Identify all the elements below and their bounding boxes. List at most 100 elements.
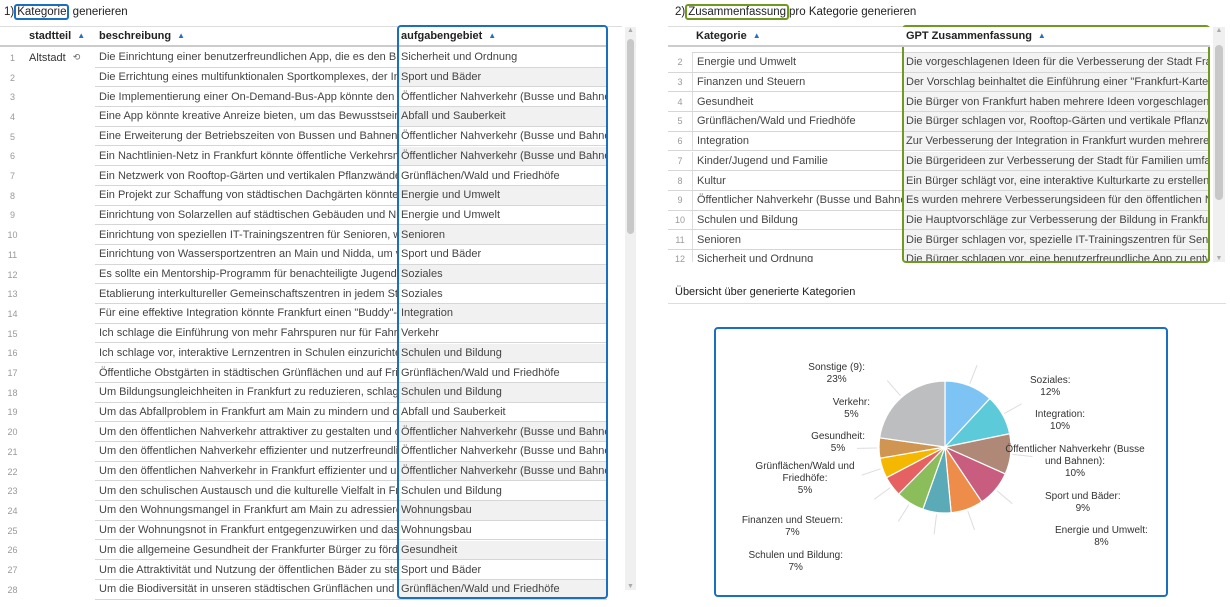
beschreibung-cell[interactable]: Für eine effektive Integration könnte Fr… [95, 304, 397, 324]
beschreibung-cell[interactable]: Um den öffentlichen Nahverkehr in Frankf… [95, 462, 397, 482]
beschreibung-cell[interactable]: Ein Projekt zur Schaffung von städtische… [95, 186, 397, 206]
table-row[interactable]: 4 Eine App könnte kreative Anreize bieten… [0, 107, 622, 127]
table-row[interactable]: 8 Kultur Ein Bürger schlägt vor, eine inte… [668, 171, 1210, 191]
summary-cell[interactable]: Die Bürger schlagen vor, spezielle IT-Tr… [902, 230, 1210, 250]
table-row[interactable]: 3 Finanzen und Steuern Der Vorschlag beinh… [668, 72, 1210, 93]
table-row[interactable]: 19 Um das Abfallproblem in Frankfurt am M… [0, 402, 622, 423]
aufgabengebiet-cell[interactable]: Abfall und Sauberkeit [397, 402, 607, 423]
header-gpt-zusammenfassung[interactable]: GPT Zusammenfassung ▲ [902, 27, 1210, 47]
table-row[interactable]: 14 Für eine effektive Integration könnte … [0, 304, 622, 324]
table-row[interactable]: 20 Um den öffentlichen Nahverkehr attrakt… [0, 422, 622, 442]
kategorie-cell[interactable]: Grünflächen/Wald und Friedhöfe [692, 112, 902, 132]
beschreibung-cell[interactable]: Um den öffentlichen Nahverkehr effizient… [95, 442, 397, 462]
aufgabengebiet-cell[interactable]: Schulen und Bildung [397, 481, 607, 502]
table-row[interactable]: 28 Um die Biodiversität in unseren städti… [0, 579, 622, 600]
aufgabengebiet-cell[interactable]: Öffentlicher Nahverkehr (Busse und Bahne… [397, 461, 607, 482]
beschreibung-cell[interactable]: Ich schlage vor, interaktive Lernzentren… [95, 344, 397, 364]
kategorie-cell[interactable]: Schulen und Bildung [692, 210, 902, 231]
beschreibung-cell[interactable]: Eine App könnte kreative Anreize bieten,… [95, 107, 397, 127]
kategorie-cell[interactable]: Gesundheit [692, 92, 902, 113]
table-row[interactable]: 12 Es sollte ein Mentorship-Programm für … [0, 264, 622, 285]
table-row[interactable]: 21 Um den öffentlichen Nahverkehr effizie… [0, 442, 622, 462]
right-scrollbar[interactable]: ▲ ▼ [1213, 27, 1225, 262]
beschreibung-cell[interactable]: Die Implementierung einer On-Demand-Bus-… [95, 87, 397, 108]
kategorie-cell[interactable]: Energie und Umwelt [692, 53, 902, 73]
scroll-up-icon[interactable]: ▲ [1215, 27, 1223, 34]
table-row[interactable]: 9 Öffentlicher Nahverkehr (Busse und Bahn… [668, 190, 1210, 211]
aufgabengebiet-cell[interactable]: Öffentlicher Nahverkehr (Busse und Bahne… [397, 126, 607, 147]
aufgabengebiet-cell[interactable]: Sport und Bäder [397, 560, 607, 580]
summary-cell[interactable]: Die Bürger schlagen vor, Rooftop-Gärten … [902, 112, 1210, 132]
scroll-thumb[interactable] [1215, 45, 1223, 200]
beschreibung-cell[interactable]: Um den schulischen Austausch und die kul… [95, 481, 397, 502]
table-row[interactable]: 10 Einrichtung von speziellen IT-Training… [0, 225, 622, 245]
table-row[interactable]: 9 Einrichtung von Solarzellen auf städtis… [0, 205, 622, 226]
aufgabengebiet-cell[interactable]: Abfall und Sauberkeit [397, 107, 607, 127]
sort-icon[interactable]: ▲ [1037, 31, 1046, 41]
table-row[interactable]: 11 Einrichtung von Wassersportzentren an … [0, 245, 622, 265]
table-row[interactable]: 18 Um Bildungsungleichheiten in Frankfurt… [0, 382, 622, 403]
aufgabengebiet-cell[interactable]: Schulen und Bildung [397, 343, 607, 364]
kategorie-cell[interactable]: Finanzen und Steuern [692, 72, 902, 93]
table-row[interactable]: 15 Ich schlage die Einführung von mehr Fa… [0, 323, 622, 344]
left-scrollbar[interactable]: ▲ ▼ [625, 27, 636, 590]
history-icon[interactable]: ⟲ [72, 52, 81, 63]
scroll-down-icon[interactable]: ▼ [1215, 255, 1223, 262]
beschreibung-cell[interactable]: Um den Wohnungsmangel in Frankfurt am Ma… [95, 501, 397, 521]
summary-cell[interactable]: Der Vorschlag beinhaltet die Einführung … [902, 72, 1210, 93]
beschreibung-cell[interactable]: Um Bildungsungleichheiten in Frankfurt z… [95, 383, 397, 403]
header-kategorie[interactable]: Kategorie ▲ [692, 27, 902, 47]
kategorie-cell[interactable]: Sicherheit und Ordnung [692, 250, 902, 262]
aufgabengebiet-cell[interactable]: Energie und Umwelt [397, 205, 607, 226]
beschreibung-cell[interactable]: Etablierung interkultureller Gemeinschaf… [95, 284, 397, 305]
beschreibung-cell[interactable]: Einrichtung von Wassersportzentren an Ma… [95, 245, 397, 265]
table-row[interactable]: 2 Energie und Umwelt Die vorgeschlagenen I… [668, 53, 1210, 73]
sort-icon[interactable]: ▲ [488, 31, 497, 41]
table-row[interactable]: 10 Schulen und Bildung Die Hauptvorschläge… [668, 210, 1210, 231]
aufgabengebiet-cell[interactable]: Sicherheit und Ordnung [397, 48, 607, 68]
table-row[interactable]: 13 Etablierung interkultureller Gemeinsch… [0, 284, 622, 305]
table-row[interactable]: 17 Öffentliche Obstgärten in städtischen … [0, 363, 622, 383]
aufgabengebiet-cell[interactable]: Grünflächen/Wald und Friedhöfe [397, 166, 607, 186]
beschreibung-cell[interactable]: Die Einrichtung einer benutzerfreundlich… [95, 48, 397, 68]
header-stadtteil[interactable]: stadtteil ▲ [25, 27, 95, 47]
table-row[interactable]: 12 Sicherheit und Ordnung Die Bürger schla… [668, 250, 1210, 262]
aufgabengebiet-cell[interactable]: Gesundheit [397, 540, 607, 561]
table-row[interactable]: 22 Um den öffentlichen Nahverkehr in Fran… [0, 461, 622, 482]
summary-cell[interactable]: Die Bürger von Frankfurt haben mehrere I… [902, 92, 1210, 113]
kategorie-cell[interactable]: Kultur [692, 171, 902, 191]
aufgabengebiet-cell[interactable]: Öffentlicher Nahverkehr (Busse und Bahne… [397, 87, 607, 108]
header-beschreibung[interactable]: beschreibung ▲ [95, 27, 397, 47]
summary-cell[interactable]: Es wurden mehrere Verbesserungsideen für… [902, 190, 1210, 211]
aufgabengebiet-cell[interactable]: Senioren [397, 225, 607, 245]
aufgabengebiet-cell[interactable]: Sport und Bäder [397, 245, 607, 265]
table-row[interactable]: 4 Gesundheit Die Bürger von Frankfurt habe… [668, 92, 1210, 113]
aufgabengebiet-cell[interactable]: Öffentlicher Nahverkehr (Busse und Bahne… [397, 442, 607, 462]
beschreibung-cell[interactable]: Um der Wohnungsnot in Frankfurt entgegen… [95, 521, 397, 541]
table-row[interactable]: 3 Die Implementierung einer On-Demand-Bus… [0, 87, 622, 108]
beschreibung-cell[interactable]: Um die Attraktivität und Nutzung der öff… [95, 560, 397, 580]
table-row[interactable]: 5 Grünflächen/Wald und Friedhöfe Die Bürge… [668, 112, 1210, 132]
table-row[interactable]: 26 Um die allgemeine Gesundheit der Frank… [0, 540, 622, 561]
beschreibung-cell[interactable]: Um den öffentlichen Nahverkehr attraktiv… [95, 422, 397, 442]
table-row[interactable]: 25 Um der Wohnungsnot in Frankfurt entgeg… [0, 520, 622, 541]
aufgabengebiet-cell[interactable]: Verkehr [397, 323, 607, 344]
beschreibung-cell[interactable]: Die Errichtung eines multifunktionalen S… [95, 68, 397, 88]
beschreibung-cell[interactable]: Ich schlage die Einführung von mehr Fahr… [95, 324, 397, 344]
beschreibung-cell[interactable]: Es sollte ein Mentorship-Programm für be… [95, 265, 397, 285]
summary-cell[interactable]: Die Bürgerideen zur Verbesserung der Sta… [902, 151, 1210, 172]
beschreibung-cell[interactable]: Um die Biodiversität in unseren städtisc… [95, 580, 397, 600]
aufgabengebiet-cell[interactable]: Schulen und Bildung [397, 382, 607, 403]
aufgabengebiet-cell[interactable]: Soziales [397, 284, 607, 305]
sort-icon[interactable]: ▲ [177, 31, 186, 41]
header-aufgabengebiet[interactable]: aufgabengebiet ▲ [397, 27, 607, 47]
beschreibung-cell[interactable]: Einrichtung von speziellen IT-Trainingsz… [95, 225, 397, 245]
aufgabengebiet-cell[interactable]: Öffentlicher Nahverkehr (Busse und Bahne… [397, 422, 607, 442]
kategorie-cell[interactable]: Öffentlicher Nahverkehr (Busse und Bahne… [692, 190, 902, 211]
table-row[interactable]: 7 Ein Netzwerk von Rooftop-Gärten und ver… [0, 166, 622, 186]
table-row[interactable]: 2 Die Errichtung eines multifunktionalen … [0, 67, 622, 88]
scroll-up-icon[interactable]: ▲ [627, 27, 634, 34]
summary-cell[interactable]: Ein Bürger schlägt vor, eine interaktive… [902, 171, 1210, 191]
pie-slice[interactable] [878, 380, 946, 448]
scroll-down-icon[interactable]: ▼ [627, 583, 634, 590]
